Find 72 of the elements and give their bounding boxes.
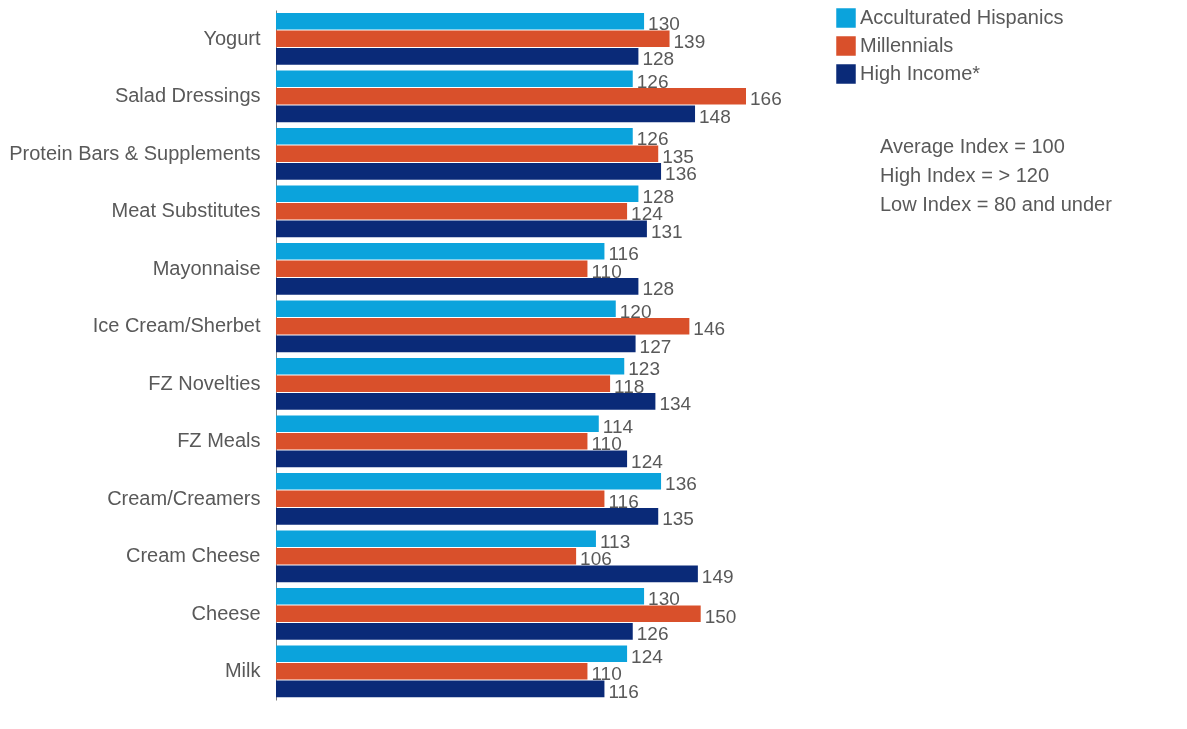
bar xyxy=(276,472,662,490)
bar xyxy=(276,220,647,238)
bar xyxy=(276,185,639,202)
bar xyxy=(276,105,696,123)
bar xyxy=(276,375,611,393)
data-label: 116 xyxy=(608,490,639,512)
data-label: 148 xyxy=(699,105,731,127)
data-label: 128 xyxy=(642,48,675,70)
data-label: 120 xyxy=(619,300,652,322)
data-label: 126 xyxy=(636,623,669,645)
bar xyxy=(276,645,628,662)
text: Average Index = 100 xyxy=(880,134,1066,159)
bar xyxy=(276,127,633,145)
data-label: 149 xyxy=(701,565,734,587)
bar xyxy=(276,48,639,65)
bar xyxy=(276,70,633,87)
data-label: 166 xyxy=(750,88,782,110)
y-tick-label: Ice Cream/Sherbet xyxy=(92,314,261,337)
y-tick-label: Mayonnaise xyxy=(152,256,261,279)
data-label: 124 xyxy=(631,645,664,667)
bar xyxy=(276,163,662,180)
data-label: 127 xyxy=(639,335,672,357)
y-tick-label: Meat Substitutes xyxy=(111,199,261,222)
bar xyxy=(276,565,698,583)
y-tick-label: Cream Cheese xyxy=(125,544,261,567)
bar xyxy=(276,530,596,547)
bar xyxy=(276,393,656,410)
y-tick-label: Cream/Creamers xyxy=(107,486,261,509)
legend-label: High Income* xyxy=(860,62,981,84)
bar xyxy=(276,357,625,375)
bar xyxy=(276,260,588,278)
y-tick-label: FZ Meals xyxy=(177,429,261,452)
y-tick-label: Protein Bars & Supplements xyxy=(9,141,261,164)
data-label: 124 xyxy=(631,450,664,472)
bar xyxy=(276,317,690,335)
bar xyxy=(276,547,577,565)
bar xyxy=(276,490,605,508)
bar xyxy=(276,450,628,468)
bar xyxy=(276,87,746,105)
data-label: 150 xyxy=(704,605,737,627)
bar xyxy=(276,30,670,48)
bar xyxy=(276,278,639,295)
legend-label: Millennials xyxy=(860,34,954,56)
text: High Index = > 120 xyxy=(880,163,1050,188)
data-label: 128 xyxy=(642,278,675,300)
bar xyxy=(276,587,645,605)
legend-label: Acculturated Hispanics xyxy=(860,6,1064,28)
bar xyxy=(276,12,645,30)
bar xyxy=(276,605,701,623)
data-label: 135 xyxy=(662,508,694,530)
data-label: 134 xyxy=(659,393,692,415)
bar xyxy=(276,415,599,432)
data-label: 146 xyxy=(693,318,726,340)
y-tick-label: Milk xyxy=(224,659,262,682)
y-tick-label: Salad Dressings xyxy=(114,84,261,107)
bar xyxy=(276,242,605,260)
data-label: 130 xyxy=(648,588,680,610)
bar xyxy=(276,335,636,353)
bar xyxy=(276,432,588,450)
y-tick-label: Cheese xyxy=(191,601,261,624)
bar xyxy=(276,300,616,317)
bar xyxy=(276,623,633,640)
data-label: 136 xyxy=(665,473,697,495)
text: Low Index = 80 and under xyxy=(880,192,1112,217)
bar xyxy=(276,145,659,163)
y-tick-label: FZ Novelties xyxy=(148,371,261,394)
bar xyxy=(276,662,588,680)
bar xyxy=(276,680,605,698)
data-label: 126 xyxy=(636,70,669,92)
bar xyxy=(276,202,628,220)
bar xyxy=(276,508,659,525)
y-tick-label: Yogurt xyxy=(203,26,261,49)
